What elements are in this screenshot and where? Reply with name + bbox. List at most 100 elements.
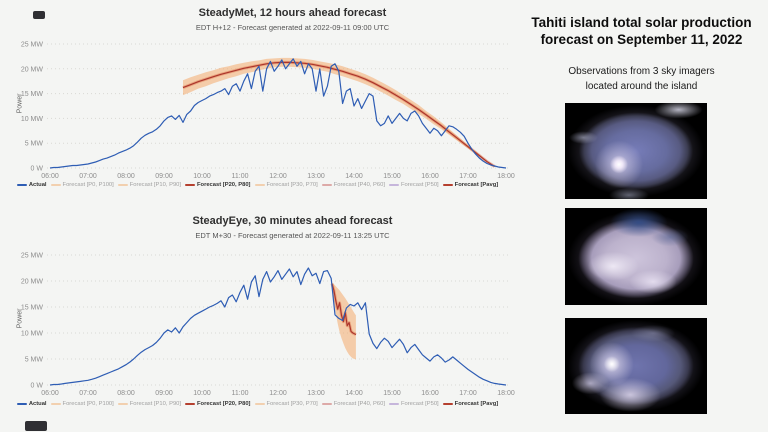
steadyeye-legend: Actual Forecast [P0, P100] Forecast [P10, … bbox=[0, 401, 515, 407]
legend-item-forecast-p30-p70[interactable]: Forecast [P30, P70] bbox=[254, 401, 318, 407]
legend-dash-icon bbox=[50, 403, 61, 405]
svg-text:20 MW: 20 MW bbox=[21, 279, 44, 286]
legend-item-actual[interactable]: Actual bbox=[16, 401, 47, 407]
legend-dash-icon bbox=[185, 184, 195, 186]
svg-text:25 MW: 25 MW bbox=[21, 253, 44, 260]
sky-imager-photo-3 bbox=[565, 318, 707, 414]
legend-label: Forecast [P30, P70] bbox=[266, 182, 318, 188]
observations-caption: Observations from 3 sky imagers located … bbox=[515, 64, 768, 94]
svg-text:13:00: 13:00 bbox=[307, 173, 325, 180]
svg-text:16:00: 16:00 bbox=[421, 173, 439, 180]
svg-text:20 MW: 20 MW bbox=[21, 66, 44, 73]
frame-marker-top bbox=[33, 11, 45, 19]
legend-label: Forecast [P10, P90] bbox=[129, 182, 181, 188]
svg-text:11:00: 11:00 bbox=[232, 173, 249, 180]
legend-label: Forecast [Pavg] bbox=[454, 401, 499, 407]
legend-item-forecast-p10-p90[interactable]: Forecast [P10, P90] bbox=[117, 401, 181, 407]
svg-text:17:00: 17:00 bbox=[459, 173, 477, 180]
svg-text:10:00: 10:00 bbox=[193, 390, 211, 397]
legend-item-forecast-pavg[interactable]: Forecast [Pavg] bbox=[442, 401, 499, 407]
legend-item-forecast-p50[interactable]: Forecast [P50] bbox=[388, 401, 439, 407]
legend-item-forecast-p0-p100[interactable]: Forecast [P0, P100] bbox=[50, 401, 114, 407]
page-title: Tahiti island total solar production for… bbox=[521, 14, 762, 48]
svg-text:16:00: 16:00 bbox=[421, 390, 439, 397]
legend-dash-icon bbox=[16, 184, 27, 186]
steadymet-legend: Actual Forecast [P0, P100] Forecast [P10, … bbox=[0, 182, 515, 188]
svg-text:15:00: 15:00 bbox=[383, 390, 401, 397]
steadyeye-subtitle: EDT M+30 - Forecast generated at 2022-09… bbox=[195, 231, 390, 240]
legend-label: Forecast [P40, P60] bbox=[333, 401, 385, 407]
legend-label: Forecast [P30, P70] bbox=[266, 401, 318, 407]
steadymet-subtitle: EDT H+12 - Forecast generated at 2022-09… bbox=[195, 23, 390, 32]
legend-label: Forecast [P0, P100] bbox=[62, 401, 114, 407]
legend-dash-icon bbox=[388, 403, 399, 405]
svg-text:11:00: 11:00 bbox=[232, 390, 249, 397]
svg-text:08:00: 08:00 bbox=[117, 173, 135, 180]
legend-item-forecast-p20-p80[interactable]: Forecast [P20, P80] bbox=[185, 182, 251, 188]
legend-dash-icon bbox=[254, 403, 265, 405]
svg-text:12:00: 12:00 bbox=[269, 173, 287, 180]
svg-text:09:00: 09:00 bbox=[155, 173, 173, 180]
frame-marker-bottom bbox=[25, 421, 47, 431]
legend-label: Forecast [P20, P80] bbox=[197, 182, 251, 188]
svg-text:06:00: 06:00 bbox=[41, 390, 59, 397]
svg-text:12:00: 12:00 bbox=[269, 390, 287, 397]
svg-text:13:00: 13:00 bbox=[307, 390, 325, 397]
svg-text:15 MW: 15 MW bbox=[21, 305, 44, 312]
legend-dash-icon bbox=[117, 184, 128, 186]
legend-dash-icon bbox=[321, 403, 332, 405]
steadymet-title: SteadyMet, 12 hours ahead forecast bbox=[198, 7, 387, 19]
svg-text:17:00: 17:00 bbox=[459, 390, 477, 397]
right-panel: Tahiti island total solar production for… bbox=[515, 0, 768, 432]
legend-label: Actual bbox=[28, 401, 47, 407]
legend-item-forecast-p20-p80[interactable]: Forecast [P20, P80] bbox=[185, 401, 251, 407]
legend-item-forecast-p10-p90[interactable]: Forecast [P10, P90] bbox=[117, 182, 181, 188]
legend-item-forecast-p0-p100[interactable]: Forecast [P0, P100] bbox=[50, 182, 114, 188]
legend-label: Forecast [P50] bbox=[400, 401, 439, 407]
legend-dash-icon bbox=[442, 184, 453, 186]
legend-label: Forecast [P0, P100] bbox=[62, 182, 114, 188]
sky-imager-photo-2 bbox=[565, 208, 707, 305]
legend-dash-icon bbox=[442, 403, 453, 405]
legend-dash-icon bbox=[388, 184, 399, 186]
page-title-line1: Tahiti island total solar production bbox=[531, 15, 752, 30]
svg-text:10:00: 10:00 bbox=[193, 173, 211, 180]
steadymet-plot[interactable]: 0 W 5 MW 10 MW 15 MW 20 MW 25 MW 06:00 07:00 08:… bbox=[0, 40, 515, 185]
observations-caption-line2: located around the island bbox=[585, 81, 698, 92]
legend-item-forecast-pavg[interactable]: Forecast [Pavg] bbox=[442, 182, 498, 188]
svg-text:25 MW: 25 MW bbox=[21, 42, 44, 49]
legend-label: Forecast [P10, P90] bbox=[129, 401, 181, 407]
steadyeye-title: SteadyEye, 30 minutes ahead forecast bbox=[192, 215, 393, 227]
svg-text:0 W: 0 W bbox=[31, 166, 44, 173]
page-title-line2: forecast on September 11, 2022 bbox=[540, 32, 743, 47]
svg-text:18:00: 18:00 bbox=[497, 390, 515, 397]
svg-text:09:00: 09:00 bbox=[155, 390, 173, 397]
legend-dash-icon bbox=[16, 403, 27, 405]
legend-label: Actual bbox=[28, 182, 47, 188]
svg-text:5 MW: 5 MW bbox=[25, 357, 44, 364]
legend-dash-icon bbox=[117, 403, 128, 405]
sky-imager-photo-1 bbox=[565, 103, 707, 199]
steadyeye-plot[interactable]: 0 W 5 MW 10 MW 15 MW 20 MW 25 MW 06:00 07:00 08:… bbox=[0, 248, 515, 400]
svg-text:06:00: 06:00 bbox=[41, 173, 59, 180]
legend-dash-icon bbox=[185, 403, 195, 405]
svg-text:18:00: 18:00 bbox=[497, 173, 515, 180]
svg-text:10 MW: 10 MW bbox=[21, 331, 44, 338]
legend-label: Forecast [P40, P60] bbox=[333, 182, 385, 188]
legend-item-forecast-p40-p60[interactable]: Forecast [P40, P60] bbox=[321, 182, 385, 188]
legend-item-actual[interactable]: Actual bbox=[16, 182, 47, 188]
svg-text:15 MW: 15 MW bbox=[21, 91, 44, 98]
legend-item-forecast-p50[interactable]: Forecast [P50] bbox=[388, 182, 439, 188]
legend-item-forecast-p30-p70[interactable]: Forecast [P30, P70] bbox=[254, 182, 318, 188]
legend-label: Forecast [P50] bbox=[400, 182, 439, 188]
svg-text:10 MW: 10 MW bbox=[21, 116, 44, 123]
observations-caption-line1: Observations from 3 sky imagers bbox=[568, 66, 715, 77]
svg-text:0 W: 0 W bbox=[31, 383, 44, 390]
legend-item-forecast-p40-p60[interactable]: Forecast [P40, P60] bbox=[321, 401, 385, 407]
svg-text:15:00: 15:00 bbox=[383, 173, 401, 180]
svg-text:07:00: 07:00 bbox=[79, 390, 97, 397]
svg-text:08:00: 08:00 bbox=[117, 390, 135, 397]
svg-text:14:00: 14:00 bbox=[345, 173, 363, 180]
legend-label: Forecast [P20, P80] bbox=[197, 401, 251, 407]
